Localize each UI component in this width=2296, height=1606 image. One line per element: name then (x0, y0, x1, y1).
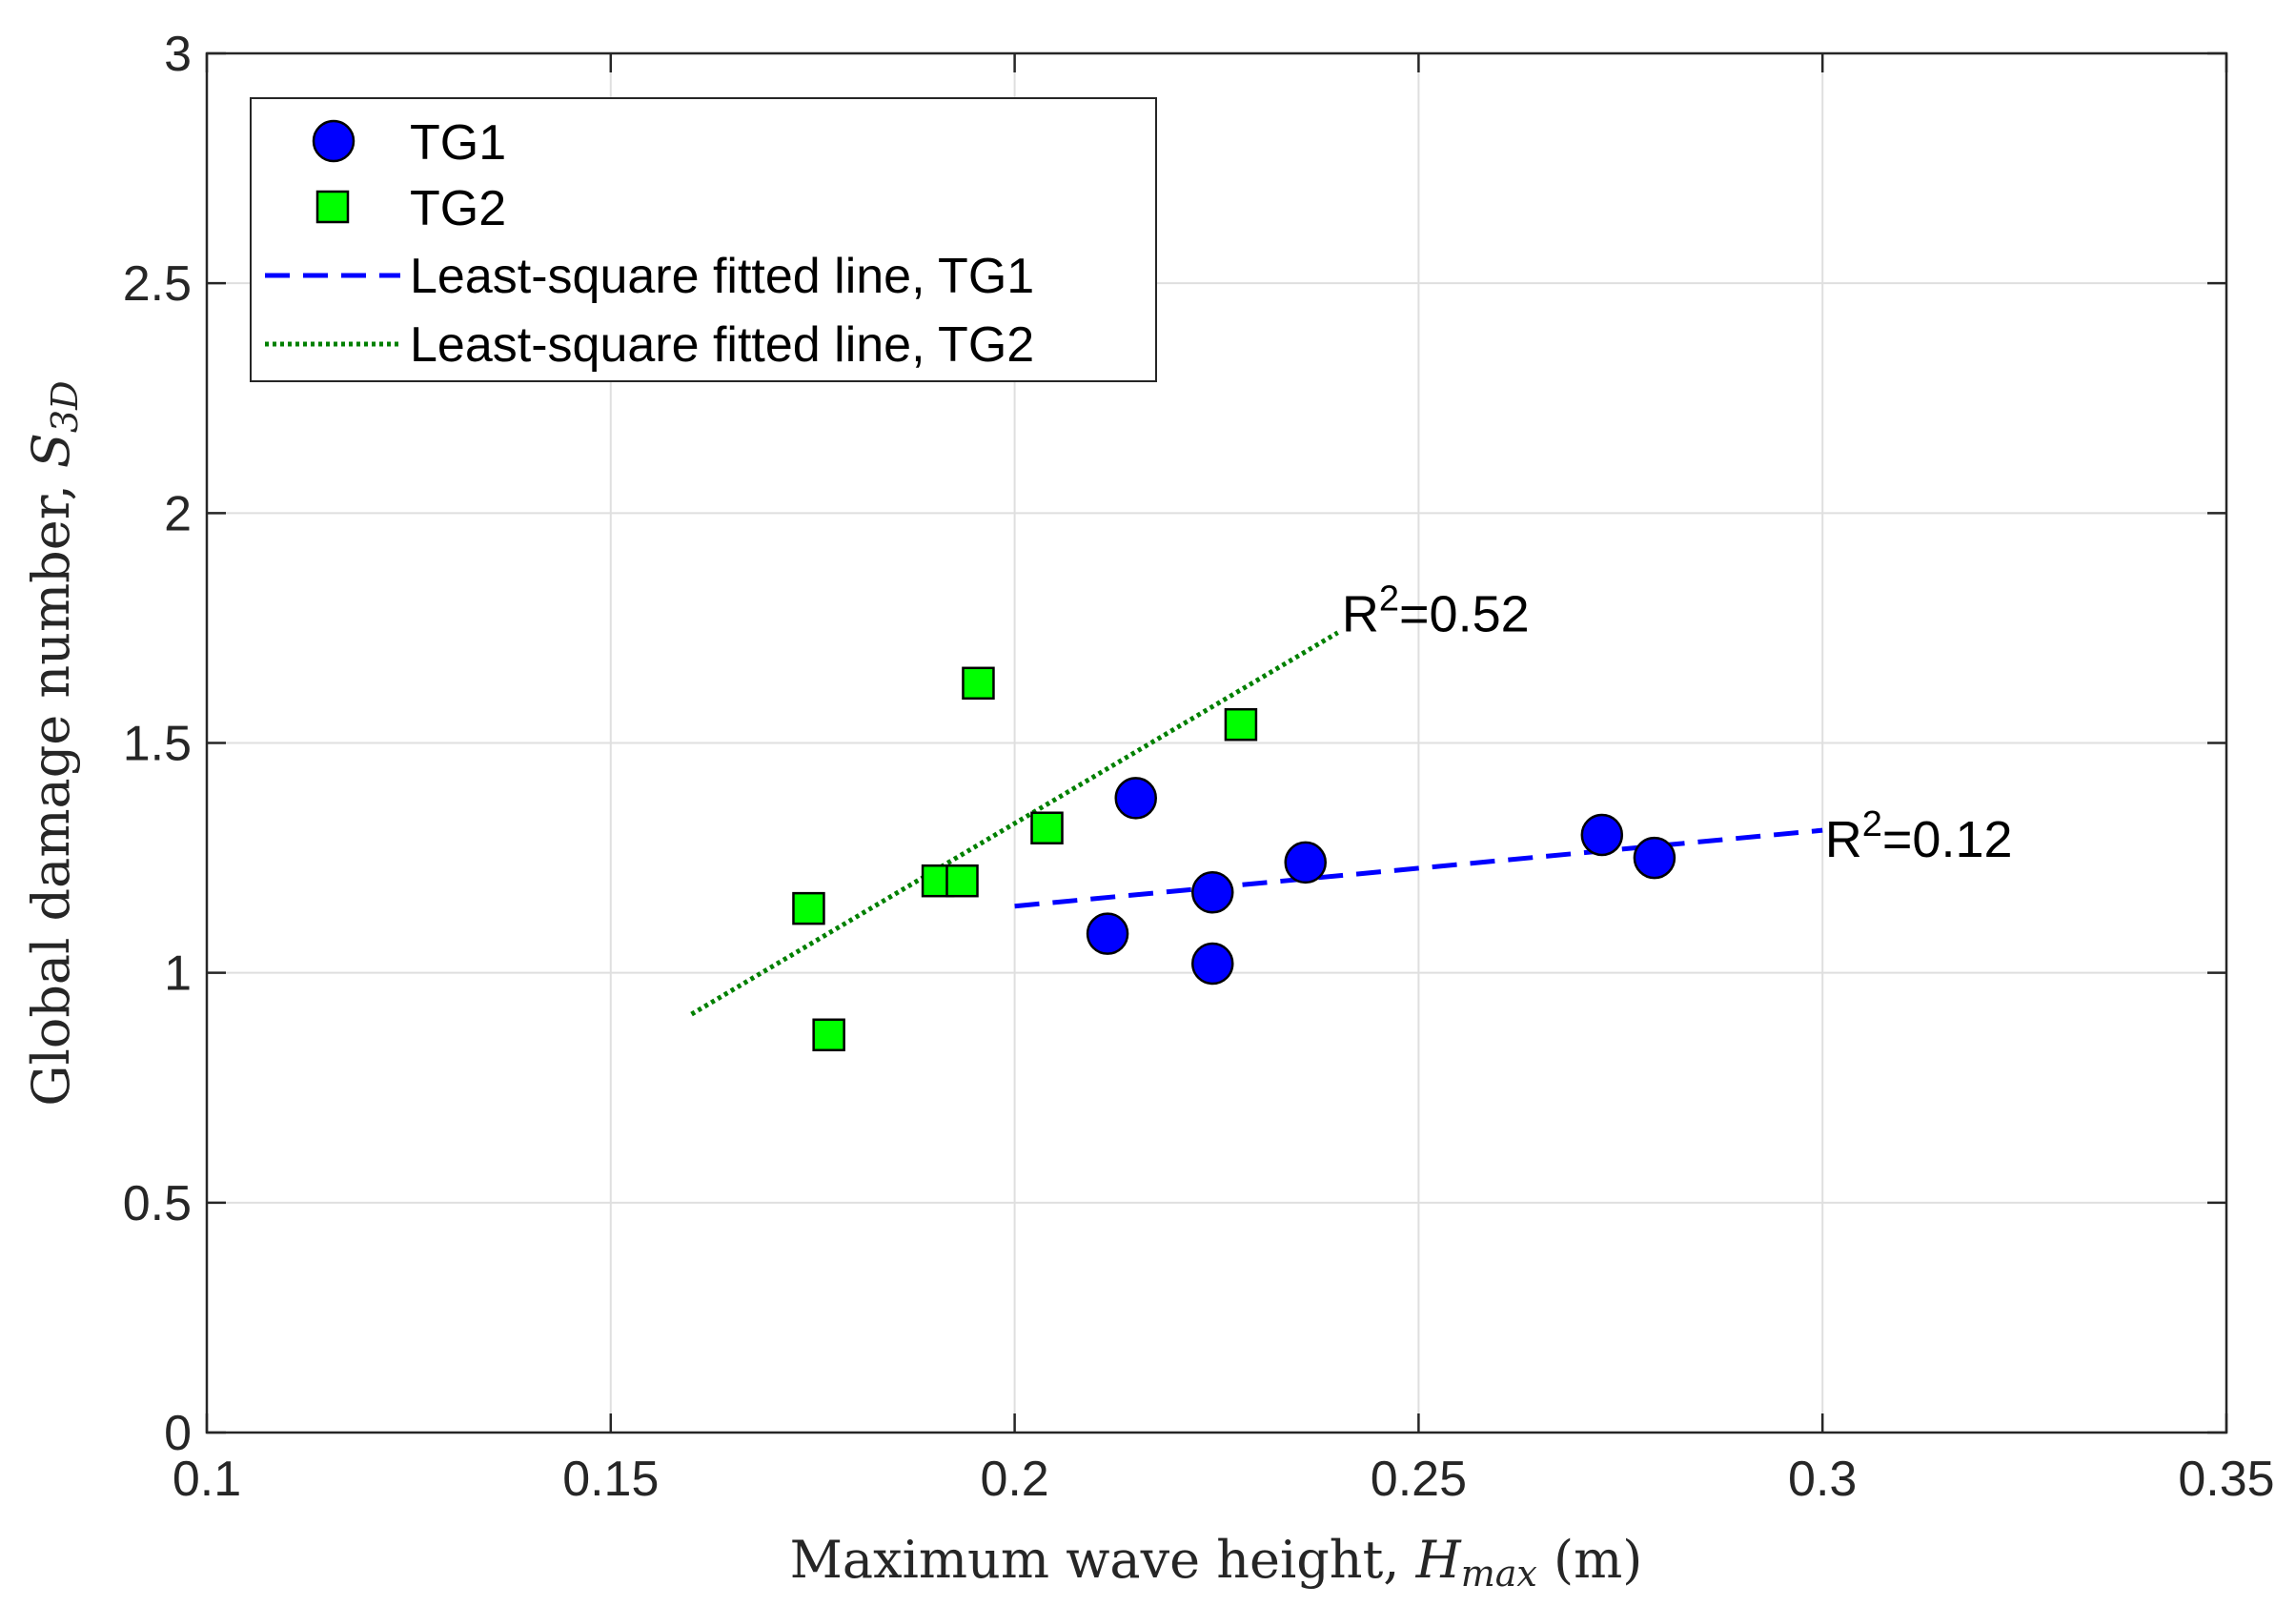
tg1-data-point (1086, 912, 1129, 955)
x-axis-title-variable: H (1415, 1530, 1462, 1590)
r-squared-value: =0.12 (1882, 811, 2013, 868)
tg1-data-point (1191, 942, 1234, 986)
fit-lines (690, 630, 1823, 1017)
legend-tg1-circle-marker (312, 119, 356, 163)
tg2-data-point (792, 891, 825, 925)
axis-tick-labels: 0.1 0.15 0.2 0.25 0.3 0.35 0 0.5 1 1.5 2 2.5 3 (123, 27, 2275, 1507)
x-axis-title-suffix: (m) (1537, 1530, 1643, 1590)
legend-tg2-square-marker (315, 190, 350, 224)
legend: TG1 TG2 Least-square fitted line, TG1 Le… (250, 97, 1157, 382)
legend-box (250, 97, 1157, 382)
tg2-data-point (1030, 811, 1064, 844)
y-axis-title-subscript: 3D (44, 380, 86, 433)
y-tick-label: 3 (164, 27, 192, 82)
tg2-fitted-line (690, 630, 1339, 1017)
r-squared-label: R2=0.52 (1342, 579, 1530, 642)
r-squared-superscript: 2 (1862, 804, 1882, 844)
x-tick-label: 0.1 (173, 1452, 241, 1507)
r-squared-base: R (1825, 811, 1862, 868)
tg2-data-point (812, 1018, 845, 1052)
y-tick-label: 1 (164, 946, 192, 1002)
x-axis-title: Maximum wave height, Hmax (m) (790, 1530, 1643, 1595)
data-markers (792, 666, 1676, 1052)
x-tick-label: 0.35 (2178, 1452, 2274, 1507)
tg1-data-point (1191, 871, 1234, 914)
legend-tg2-label: TG2 (410, 181, 506, 236)
tg1-data-point (1633, 836, 1676, 880)
legend-tg1-fit-label: Least-square fitted line, TG1 (410, 249, 1034, 304)
r-squared-label: R2=0.12 (1825, 804, 2013, 868)
tg1-data-point (1284, 841, 1327, 884)
tg1-data-point (1114, 777, 1157, 820)
legend-tg2-fit-label: Least-square fitted line, TG2 (410, 317, 1034, 373)
r-squared-superscript: 2 (1379, 579, 1399, 619)
tg1-fitted-line (1014, 827, 1823, 909)
tg1-data-point (1580, 813, 1624, 857)
x-tick-label: 0.25 (1371, 1452, 1467, 1507)
tg2-data-point (1224, 707, 1258, 742)
y-tick-label: 2 (164, 486, 192, 541)
axis-ticks (205, 51, 2228, 1434)
y-axis-title: Global damage number, S3D (21, 380, 86, 1106)
legend-tg1-label: TG1 (410, 115, 506, 171)
x-tick-label: 0.15 (562, 1452, 659, 1507)
x-tick-label: 0.3 (1788, 1452, 1857, 1507)
y-tick-label: 2.5 (123, 256, 192, 312)
y-tick-label: 0 (164, 1406, 192, 1461)
x-tick-label: 0.2 (980, 1452, 1048, 1507)
tg2-data-point (962, 666, 995, 701)
tg2-data-point (945, 864, 979, 898)
r-squared-value: =0.52 (1399, 585, 1530, 642)
y-axis-title-variable: S (21, 433, 81, 468)
y-axis-title-prefix: Global damage number, (21, 468, 81, 1106)
r-squared-base: R (1342, 585, 1379, 642)
x-axis-title-subscript: max (1461, 1553, 1537, 1595)
y-tick-label: 1.5 (123, 717, 192, 772)
y-tick-label: 0.5 (123, 1176, 192, 1231)
x-axis-title-prefix: Maximum wave height, (790, 1530, 1416, 1590)
